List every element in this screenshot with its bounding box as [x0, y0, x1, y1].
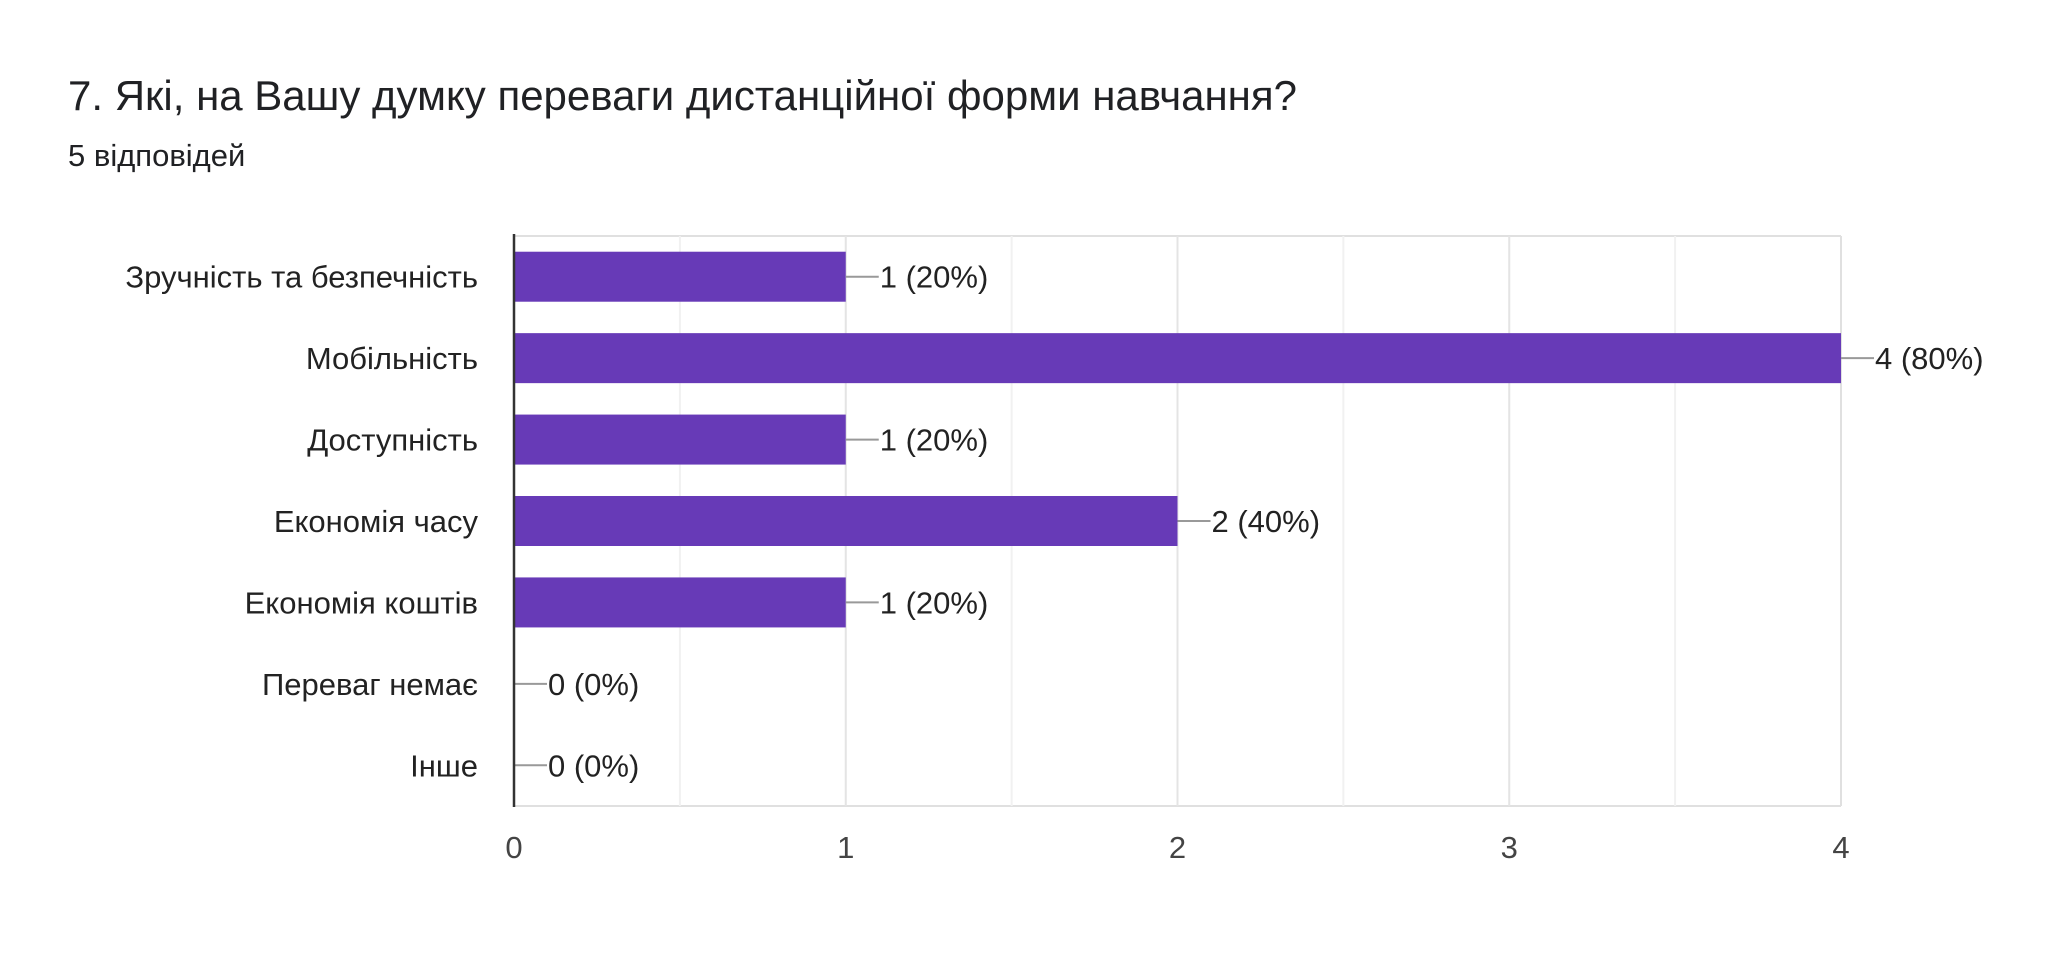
category-label: Економія часу — [274, 504, 479, 539]
bar — [514, 577, 846, 628]
bar — [514, 496, 1178, 546]
x-tick-label: 3 — [1501, 830, 1518, 865]
category-label: Мобільність — [306, 341, 478, 376]
value-label: 1 (20%) — [880, 260, 989, 295]
x-tick-label: 2 — [1169, 830, 1186, 865]
category-label: Інше — [410, 748, 478, 783]
value-label: 1 (20%) — [880, 585, 989, 620]
bar — [514, 414, 846, 465]
bar — [514, 251, 846, 302]
value-label: 0 (0%) — [548, 748, 639, 783]
value-label: 0 (0%) — [548, 667, 639, 702]
category-label: Зручність та безпечність — [125, 260, 478, 295]
x-tick-label: 4 — [1832, 830, 1849, 865]
x-tick-label: 1 — [837, 830, 854, 865]
response-count: 5 відповідей — [68, 138, 246, 173]
category-label: Переваг немає — [262, 667, 478, 702]
bar — [514, 333, 1841, 384]
question-title: 7. Які, на Вашу думку переваги дистанцій… — [68, 72, 1297, 119]
x-tick-label: 0 — [505, 830, 522, 865]
value-label: 4 (80%) — [1875, 341, 1984, 376]
value-label: 2 (40%) — [1212, 504, 1321, 539]
category-label: Економія коштів — [245, 585, 478, 620]
category-label: Доступність — [307, 423, 478, 458]
value-label: 1 (20%) — [880, 423, 989, 458]
